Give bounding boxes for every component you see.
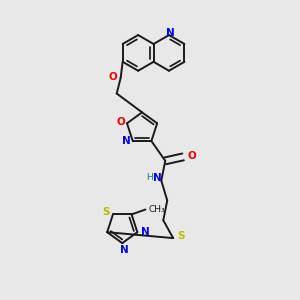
Text: O: O xyxy=(108,72,117,82)
Text: N: N xyxy=(141,227,150,237)
Text: H: H xyxy=(146,173,153,182)
Text: O: O xyxy=(117,117,125,127)
Text: N: N xyxy=(166,28,174,38)
Text: S: S xyxy=(102,208,110,218)
Text: N: N xyxy=(120,245,129,255)
Text: N: N xyxy=(153,173,162,183)
Text: S: S xyxy=(177,231,185,241)
Text: CH₃: CH₃ xyxy=(148,205,165,214)
Text: N: N xyxy=(122,136,131,146)
Text: O: O xyxy=(188,151,196,161)
